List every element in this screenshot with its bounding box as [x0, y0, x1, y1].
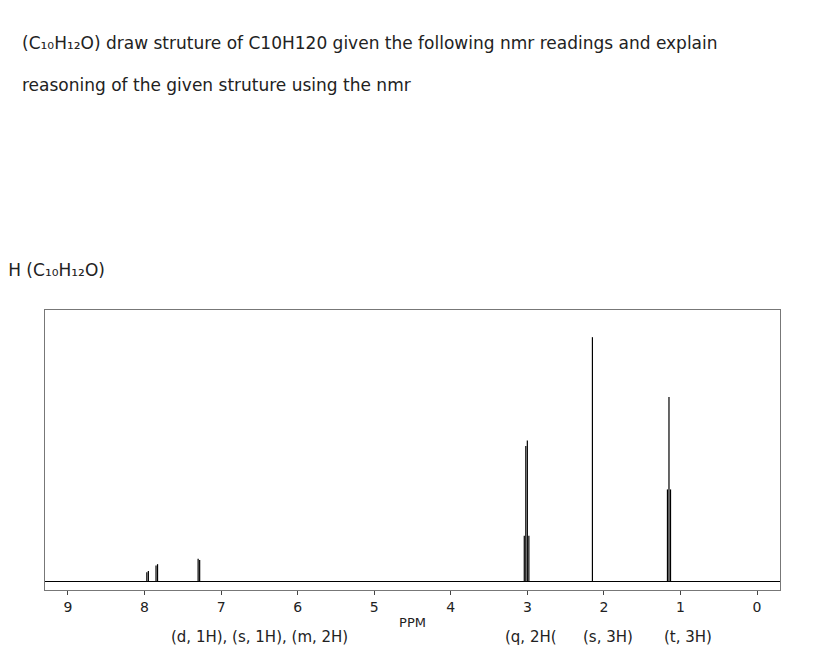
svg-text:2: 2	[599, 599, 608, 615]
svg-text:3: 3	[523, 599, 532, 615]
svg-text:0: 0	[753, 599, 762, 615]
svg-text:7: 7	[217, 599, 226, 615]
svg-text:(s, 3H): (s, 3H)	[583, 628, 633, 646]
svg-text:1: 1	[676, 599, 685, 615]
svg-text:H (C₁₀H₁₂O): H (C₁₀H₁₂O)	[8, 260, 105, 280]
svg-text:6: 6	[293, 599, 302, 615]
svg-text:(d, 1H), (s, 1H), (m, 2H): (d, 1H), (s, 1H), (m, 2H)	[171, 628, 348, 646]
html-text:(C₁₀H₁₂O) draw struture of C10: (C₁₀H₁₂O) draw struture of C10H120 given…	[22, 33, 718, 95]
svg-text:4: 4	[446, 599, 455, 615]
svg-text:(q, 2H(: (q, 2H(	[505, 628, 557, 646]
svg-text:5: 5	[370, 599, 379, 615]
svg-text:9: 9	[64, 599, 73, 615]
svg-text:PPM: PPM	[399, 615, 426, 630]
svg-text:8: 8	[140, 599, 149, 615]
svg-text:(t, 3H): (t, 3H)	[664, 628, 712, 646]
